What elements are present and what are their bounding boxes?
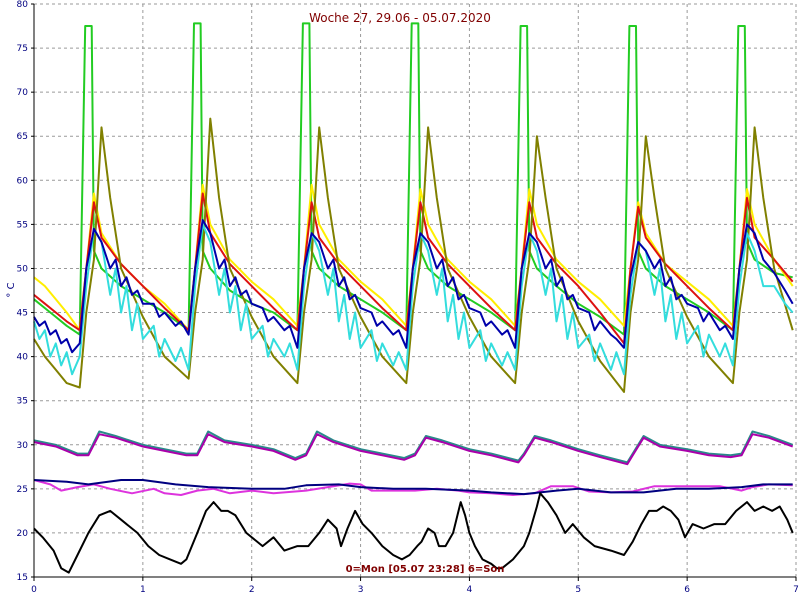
x-tick-label: 3 bbox=[358, 585, 364, 595]
y-tick-label: 25 bbox=[17, 485, 28, 495]
series-line-10 bbox=[33, 479, 793, 496]
chart-title: Woche 27, 29.06 - 05.07.2020 bbox=[309, 11, 491, 25]
x-tick-label: 0 bbox=[31, 585, 37, 595]
y-tick-label: 40 bbox=[17, 353, 29, 363]
x-tick-label: 2 bbox=[249, 585, 255, 595]
y-tick-label: 75 bbox=[17, 44, 28, 54]
y-axis-label: ° C bbox=[6, 282, 17, 297]
footer-note: 0=Mon [05.07 23:28] 6=Son bbox=[346, 564, 505, 575]
series-line-6 bbox=[33, 219, 794, 354]
series-line-8 bbox=[33, 433, 794, 466]
series-group bbox=[33, 22, 794, 574]
x-tick-label: 1 bbox=[140, 585, 146, 595]
y-tick-label: 45 bbox=[17, 309, 28, 319]
x-tick-label: 6 bbox=[684, 585, 690, 595]
x-tick-label: 5 bbox=[575, 585, 581, 595]
series-line-5 bbox=[33, 223, 794, 376]
y-tick-label: 55 bbox=[17, 220, 28, 230]
y-tick-label: 65 bbox=[17, 132, 28, 142]
series-line-11 bbox=[33, 492, 794, 574]
y-tick-label: 80 bbox=[17, 0, 29, 10]
y-tick-label: 50 bbox=[17, 264, 29, 274]
axes bbox=[33, 4, 796, 578]
y-tick-label: 35 bbox=[17, 397, 28, 407]
series-line-4 bbox=[33, 117, 794, 393]
x-tick-label: 4 bbox=[467, 585, 473, 595]
y-tick-label: 20 bbox=[17, 529, 29, 539]
y-tick-label: 60 bbox=[17, 176, 29, 186]
x-tick-label: 7 bbox=[793, 585, 799, 595]
y-tick-label: 70 bbox=[17, 88, 29, 98]
series-line-1 bbox=[33, 22, 793, 336]
y-tick-label: 15 bbox=[17, 573, 28, 583]
series-line-9 bbox=[33, 479, 793, 496]
y-tick-label: 30 bbox=[17, 441, 29, 451]
